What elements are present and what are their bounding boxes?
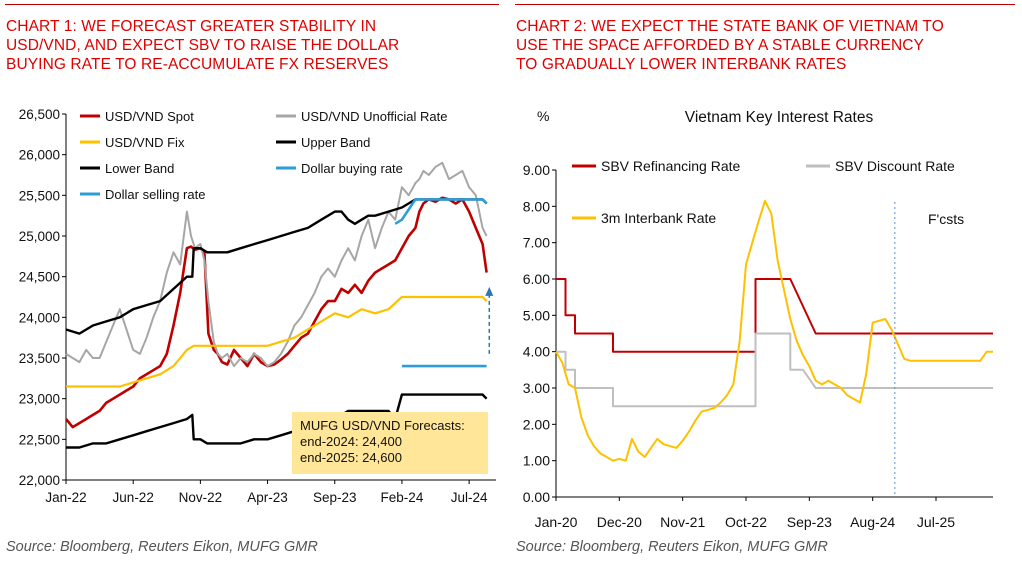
- x-tick-label: Jan-22: [45, 490, 86, 505]
- y-tick-label: 4.00: [523, 344, 550, 360]
- chart1-top-rule: [5, 4, 499, 5]
- series-line-usd-vnd-fix: [66, 295, 488, 388]
- forecast-label: F'csts: [928, 211, 964, 227]
- series-line-sbv-refinancing-rate: [556, 278, 993, 353]
- forecast-box-line: MUFG USD/VND Forecasts:: [300, 418, 465, 433]
- chart1-usdvnd: 22,000 22,500 23,000 23,500 24,000 24,500 25,0…: [19, 107, 496, 505]
- y-tick-label: 3.00: [523, 380, 550, 396]
- chart2-source: Source: Bloomberg, Reuters Eikon, MUFG G…: [516, 539, 828, 555]
- x-tick-label: Feb-24: [381, 490, 424, 505]
- series-line-usd-vnd-spot: [64, 196, 488, 429]
- chart2-interest-rates: 0.00 1.00 2.00 3.00 4.00 5.00 6.00 7.00 8.00 9.00…: [523, 108, 993, 530]
- chart1-legend-label: Dollar selling rate: [105, 187, 205, 202]
- forecast-box-line: end-2025: 24,600: [300, 450, 402, 465]
- x-tick-label: Nov-22: [179, 490, 223, 505]
- x-tick-label: Sep-23: [313, 490, 357, 505]
- chart1-title-line: USD/VND, AND EXPECT SBV TO RAISE THE DOL…: [6, 37, 400, 54]
- x-tick-label: Aug-24: [850, 514, 895, 530]
- forecast-box-line: end-2024: 24,400: [300, 434, 402, 449]
- y-tick-label: 23,000: [19, 392, 60, 407]
- chart1-source: Source: Bloomberg, Reuters Eikon, MUFG G…: [6, 539, 318, 555]
- chart2-top-rule: [515, 4, 1015, 5]
- chart2-legend-label: 3m Interbank Rate: [601, 210, 716, 226]
- y-tick-label: 5.00: [523, 307, 550, 323]
- chart1-legend-label: Lower Band: [105, 161, 174, 176]
- series-line-usd-vnd-unofficial-rate: [65, 161, 488, 368]
- chart2-title: CHART 2: WE EXPECT THE STATE BANK OF VIE…: [516, 17, 1021, 74]
- y-tick-label: 24,000: [19, 310, 60, 325]
- y-tick-label: 1.00: [523, 453, 550, 469]
- x-tick-label: Sep-23: [787, 514, 832, 530]
- chart1-legend-label: USD/VND Fix: [105, 135, 185, 150]
- series-line-lower-band: [66, 393, 488, 449]
- chart2-title-line: CHART 2: WE EXPECT THE STATE BANK OF VIE…: [516, 18, 944, 35]
- chart2-plot-title: Vietnam Key Interest Rates: [685, 109, 874, 126]
- y-tick-label: 22,500: [19, 432, 60, 447]
- x-tick-label: Dec-20: [597, 514, 642, 530]
- chart1-legend-label: USD/VND Unofficial Rate: [301, 109, 447, 124]
- y-tick-label: 24,500: [19, 270, 60, 285]
- y-tick-label: 26,500: [19, 107, 60, 122]
- y-tick-label: 25,000: [19, 229, 60, 244]
- chart1-title-line: CHART 1: WE FORECAST GREATER STABILITY I…: [6, 18, 377, 35]
- y-tick-label: 22,000: [19, 473, 60, 488]
- y-tick-label: 6.00: [523, 271, 550, 287]
- chart1-title: CHART 1: WE FORECAST GREATER STABILITY I…: [6, 17, 506, 74]
- y-tick-label: 0.00: [523, 489, 550, 505]
- chart1-title-line: BUYING RATE TO RE-ACCUMULATE FX RESERVES: [6, 56, 389, 73]
- chart2-title-line: USE THE SPACE AFFORDED BY A STABLE CURRE…: [516, 37, 924, 54]
- chart1-legend-label: USD/VND Spot: [105, 109, 194, 124]
- forecast-arrow-head: [485, 286, 494, 296]
- forecast-box: MUFG USD/VND Forecasts: end-2024: 24,400…: [292, 412, 488, 474]
- chart1-legend-label: Upper Band: [301, 135, 370, 150]
- x-tick-label: Jul-25: [917, 514, 955, 530]
- y-tick-label: 9.00: [523, 162, 550, 178]
- x-tick-label: Jun-22: [113, 490, 154, 505]
- chart2-title-line: TO GRADUALLY LOWER INTERBANK RATES: [516, 56, 847, 73]
- y-tick-label: 8.00: [523, 198, 550, 214]
- series-line-3m-interbank-rate: [555, 199, 993, 462]
- chart2-legend-label: SBV Discount Rate: [835, 158, 955, 174]
- series-line-upper-band: [65, 198, 488, 335]
- x-tick-label: Jan-20: [535, 514, 578, 530]
- y-tick-label: 25,500: [19, 188, 60, 203]
- x-tick-label: Jul-24: [451, 490, 488, 505]
- y-tick-label: 23,500: [19, 351, 60, 366]
- y-axis-unit: %: [537, 108, 549, 124]
- x-tick-label: Oct-22: [725, 514, 767, 530]
- series-line-sbv-discount-rate: [556, 332, 993, 408]
- series-line-dollar-selling-rate: [394, 198, 488, 225]
- y-tick-label: 2.00: [523, 416, 550, 432]
- chart1-legend-label: Dollar buying rate: [301, 161, 403, 176]
- y-tick-label: 26,000: [19, 148, 60, 163]
- x-tick-label: Nov-21: [660, 514, 705, 530]
- chart2-legend-label: SBV Refinancing Rate: [601, 158, 741, 174]
- x-tick-label: Apr-23: [247, 490, 288, 505]
- y-tick-label: 7.00: [523, 235, 550, 251]
